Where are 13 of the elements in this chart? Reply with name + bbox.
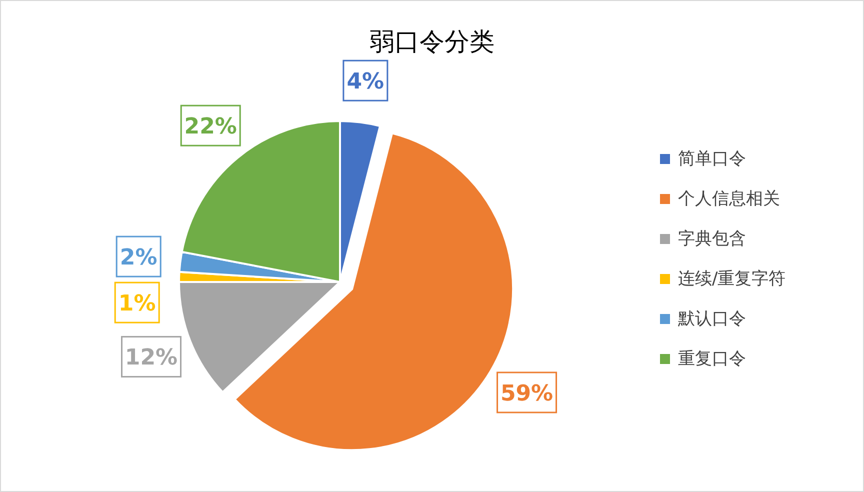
legend-label: 重复口令 xyxy=(678,349,746,369)
data-label: 12% xyxy=(124,346,178,371)
legend-label: 连续/重复字符 xyxy=(678,269,786,289)
chart-title: 弱口令分类 xyxy=(370,27,494,56)
legend-label: 默认口令 xyxy=(677,309,746,329)
data-label: 1% xyxy=(118,292,156,317)
data-label: 22% xyxy=(184,114,237,140)
data-label: 2% xyxy=(120,246,158,271)
legend-label: 字典包含 xyxy=(678,229,746,249)
data-label: 59% xyxy=(500,381,554,406)
data-label: 4% xyxy=(346,70,384,95)
legend-label: 简单口令 xyxy=(678,149,746,169)
legend-label: 个人信息相关 xyxy=(678,189,780,209)
